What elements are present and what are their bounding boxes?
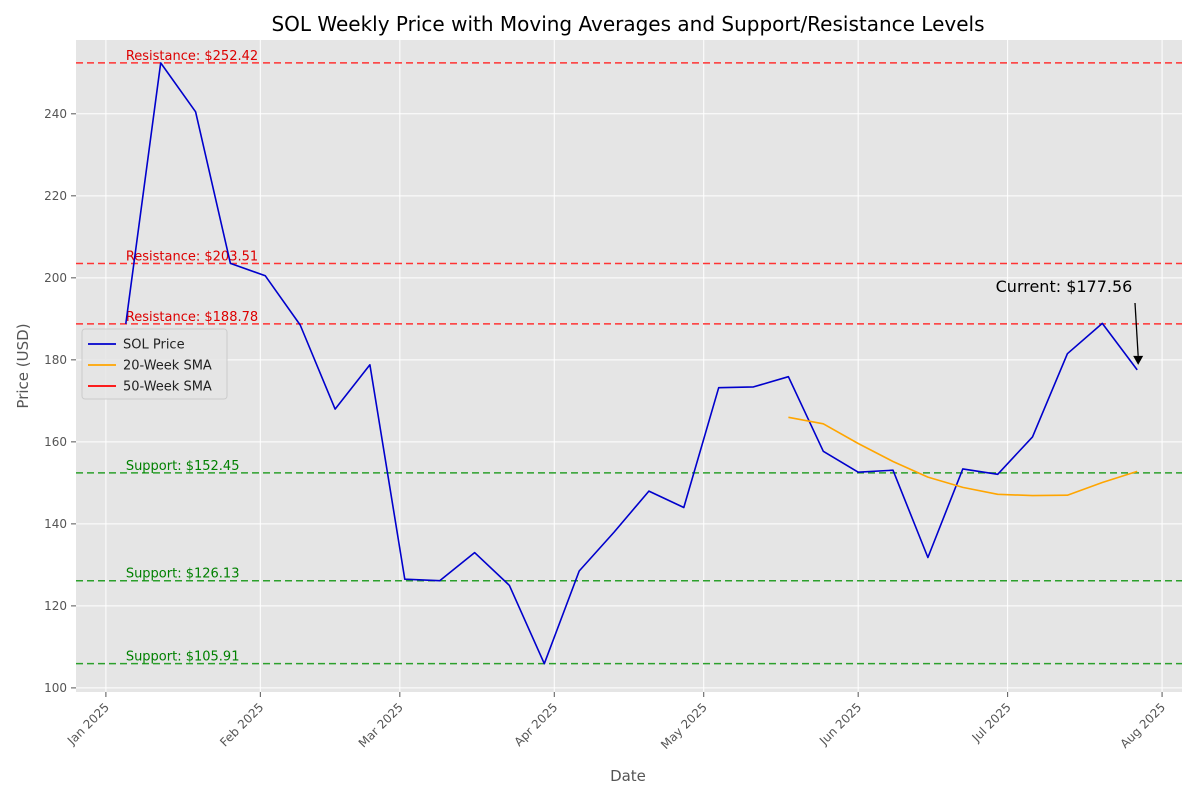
support-label: Support: $126.13 — [126, 567, 240, 582]
legend-label: 50-Week SMA — [123, 380, 212, 395]
series-layer — [125, 62, 1138, 665]
legend-label: SOL Price — [123, 338, 185, 353]
annotation-text: Current: $177.56 — [996, 277, 1133, 296]
support-label: Support: $152.45 — [126, 459, 240, 474]
annotation-arrow-shaft — [1134, 302, 1139, 356]
x-tick-label: May 2025 — [658, 700, 710, 752]
support-label: Support: $105.91 — [126, 650, 240, 665]
resistance-label: Resistance: $188.78 — [126, 310, 258, 325]
y-tick-label: 100 — [44, 681, 67, 695]
resistance-label: Resistance: $252.42 — [126, 49, 258, 64]
y-tick-label: 200 — [44, 271, 67, 285]
x-tick-label: Jan 2025 — [64, 700, 112, 748]
y-axis-title: Price (USD) — [14, 323, 32, 408]
chart-title: SOL Weekly Price with Moving Averages an… — [271, 12, 984, 36]
sol-price-line — [125, 62, 1138, 665]
grid-lines — [76, 40, 1182, 692]
x-tick-label: Feb 2025 — [217, 700, 266, 749]
legend: SOL Price 20-Week SMA 50-Week SMA — [81, 328, 228, 400]
x-tick-label: Aug 2025 — [1117, 700, 1168, 751]
support-resistance-layer: Resistance: $252.42 Resistance: $203.51 Re… — [76, 49, 1182, 665]
resistance-label: Resistance: $203.51 — [126, 249, 258, 264]
x-tick-label: Apr 2025 — [512, 700, 561, 749]
legend-box — [81, 328, 228, 400]
plot-background — [76, 40, 1182, 692]
y-tick-label: 180 — [44, 353, 67, 367]
x-axis-title: Date — [610, 767, 646, 785]
x-tick-label: Mar 2025 — [356, 700, 406, 750]
y-tick-label: 140 — [44, 517, 67, 531]
20-week-sma-line — [788, 416, 1138, 497]
current-price-annotation: Current: $177.56 — [996, 277, 1144, 365]
annotation-arrow-head — [1133, 355, 1144, 365]
y-tick-label: 160 — [44, 435, 67, 449]
y-tick-label: 240 — [44, 107, 67, 121]
x-tick-label: Jun 2025 — [816, 700, 864, 748]
y-tick-label: 220 — [44, 189, 67, 203]
legend-label: 20-Week SMA — [123, 359, 212, 374]
y-tick-label: 120 — [44, 599, 67, 613]
x-tick-label: Jul 2025 — [969, 700, 1014, 745]
